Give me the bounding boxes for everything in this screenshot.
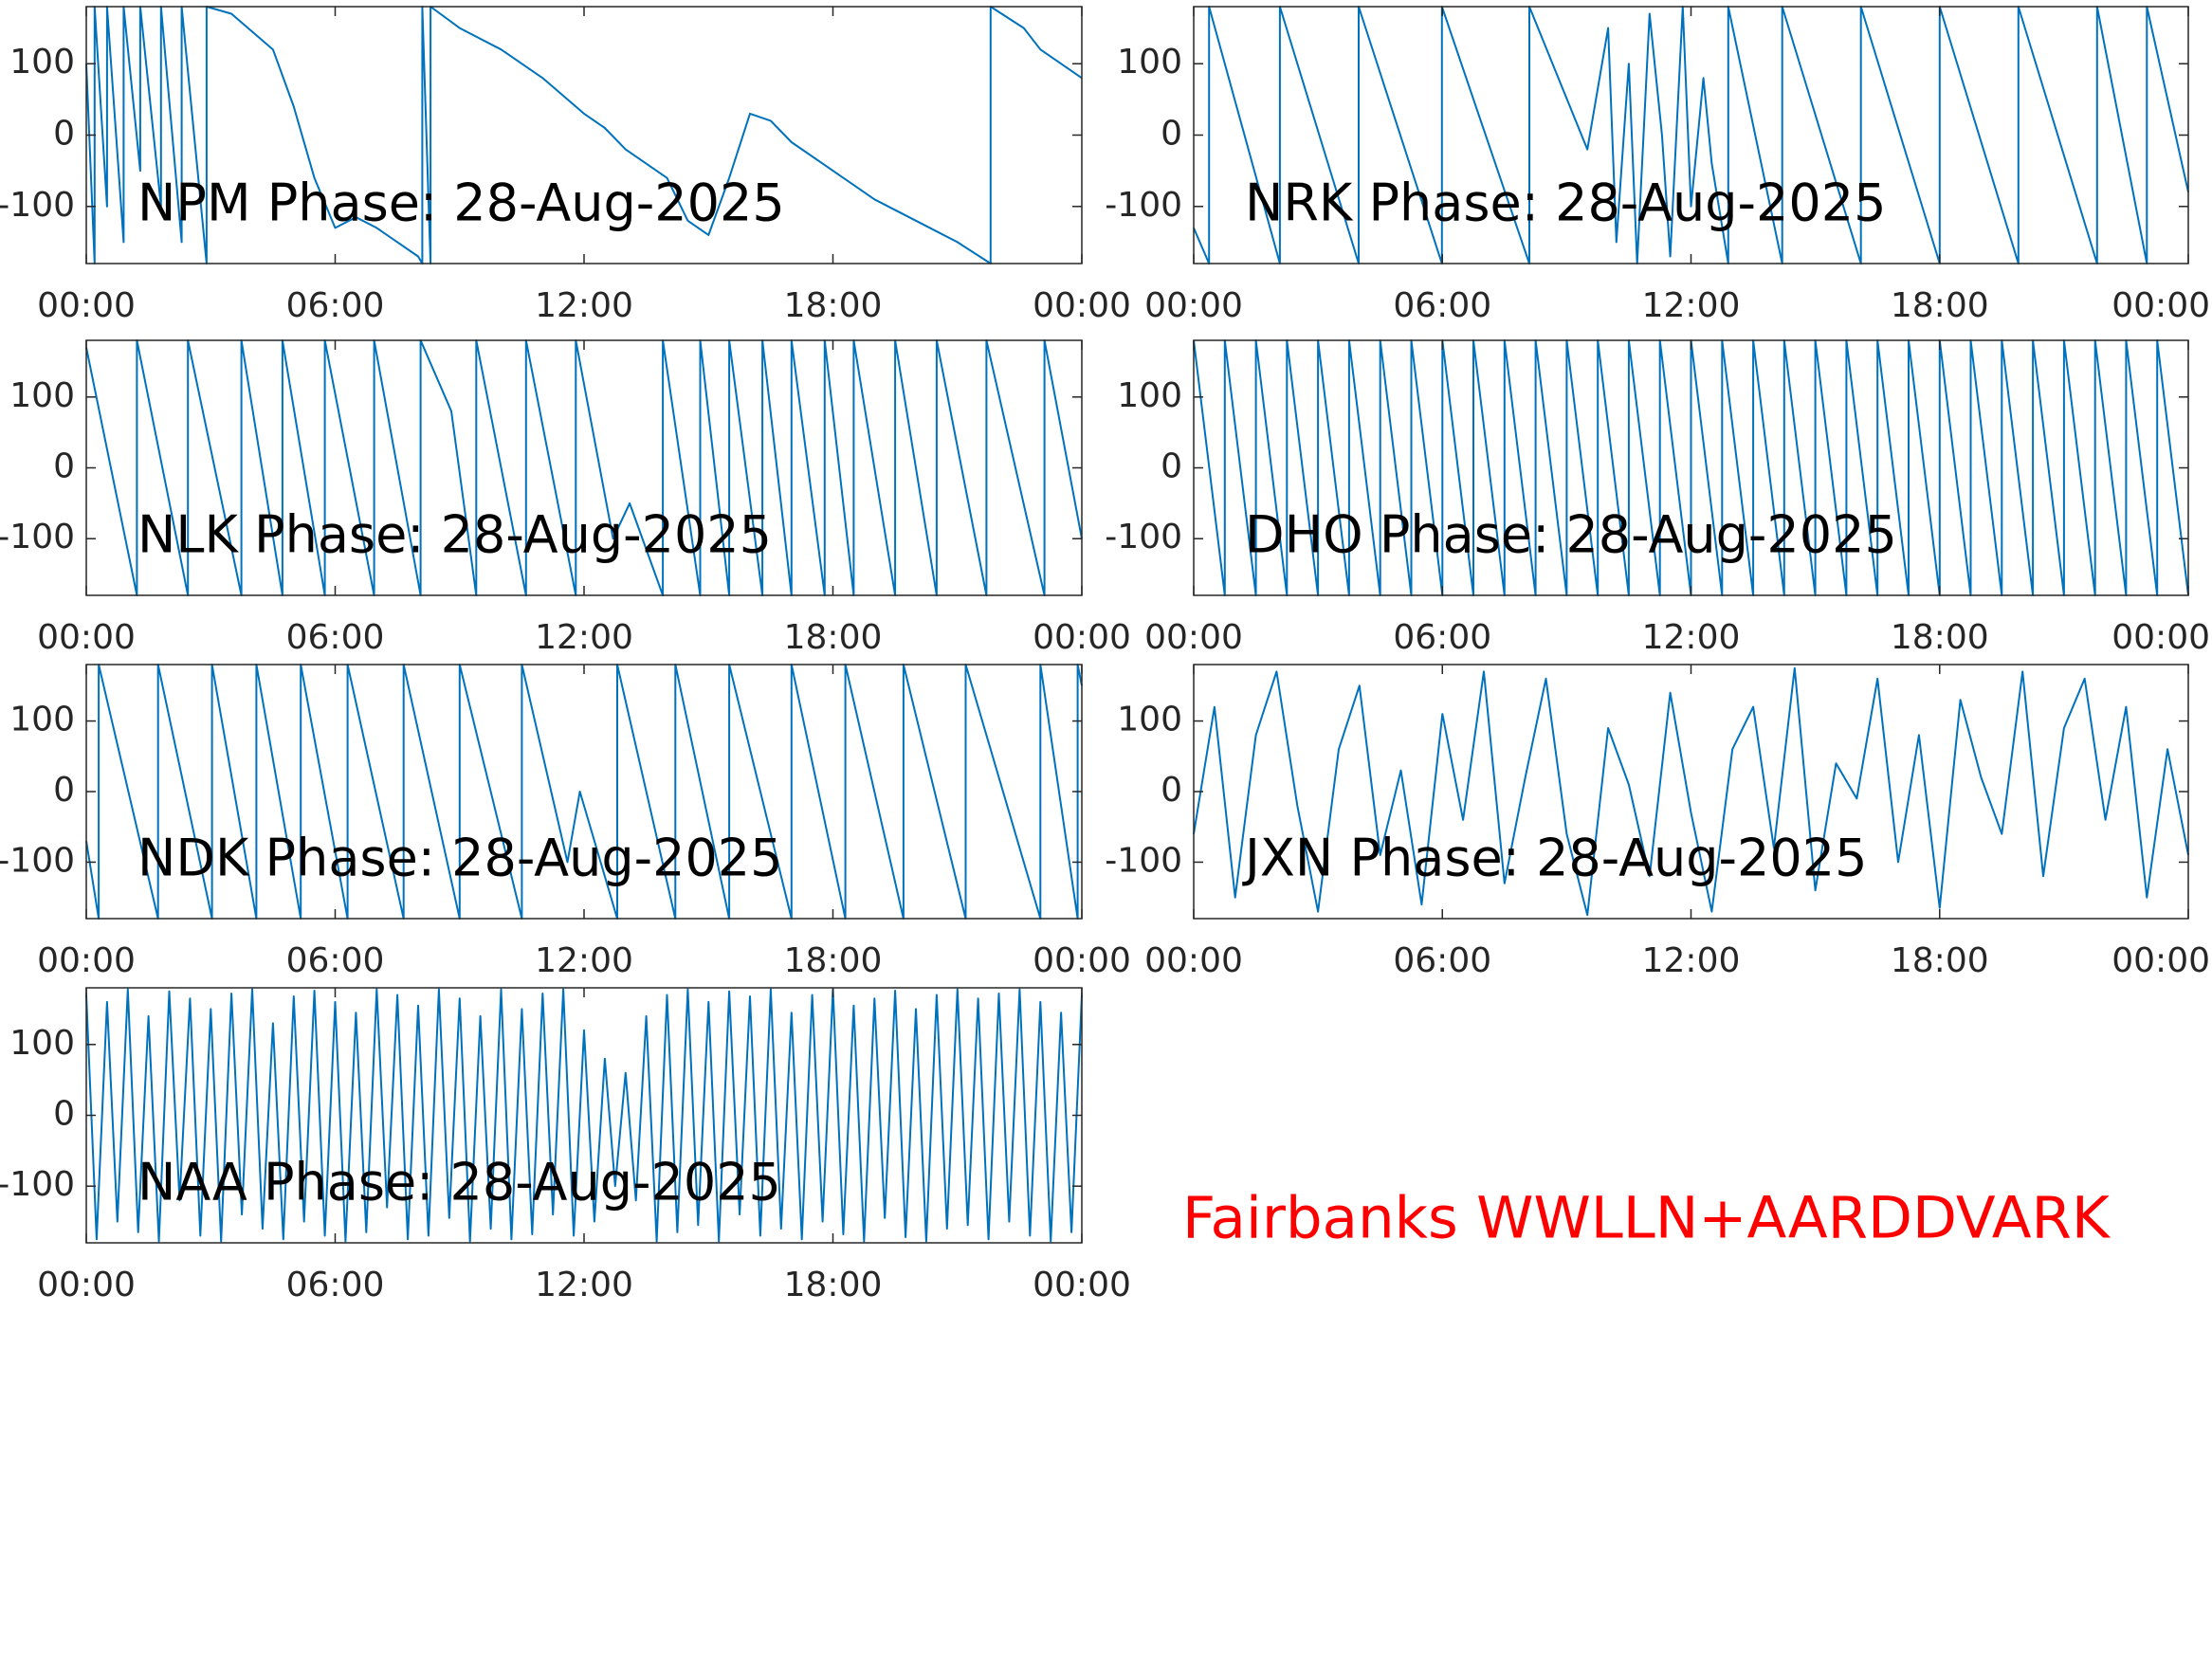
x-tick-label: 00:00 (1033, 941, 1131, 980)
panel-title: DHO Phase: 28-Aug-2025 (1245, 505, 1897, 565)
y-tick-label: 100 (1117, 701, 1182, 739)
phase-line (85, 6, 1083, 264)
y-tick-label: 0 (53, 115, 75, 154)
x-tick-label: 00:00 (2111, 941, 2210, 980)
x-tick-label: 00:00 (37, 618, 136, 657)
phase-line (85, 988, 1083, 1243)
x-tick-label: 06:00 (286, 941, 385, 980)
y-tick-label: 0 (1161, 447, 1182, 486)
x-tick-label: 00:00 (2111, 286, 2210, 325)
x-tick-label: 12:00 (1642, 618, 1741, 657)
x-tick-label: 00:00 (1033, 618, 1131, 657)
y-tick-label: -100 (1105, 518, 1182, 556)
y-tick-label: -100 (1105, 186, 1182, 225)
y-tick-label: -100 (1105, 841, 1182, 880)
x-tick-label: 00:00 (1144, 941, 1243, 980)
phase-line (85, 339, 1083, 596)
x-tick-label: 06:00 (286, 286, 385, 325)
phase-line (1193, 6, 2189, 264)
y-tick-label: 0 (53, 1095, 75, 1134)
panel-title: NLK Phase: 28-Aug-2025 (137, 505, 772, 565)
phase-line (85, 664, 1083, 920)
y-tick-label: 100 (9, 376, 75, 415)
y-tick-label: 0 (53, 771, 75, 810)
x-tick-label: 18:00 (784, 618, 883, 657)
y-tick-label: -100 (0, 186, 75, 225)
x-tick-label: 18:00 (1891, 941, 1989, 980)
x-tick-label: 06:00 (1393, 286, 1491, 325)
y-tick-label: 100 (9, 1024, 75, 1063)
x-tick-label: 00:00 (2111, 618, 2210, 657)
phase-line (1193, 339, 2189, 596)
panel-title: NPM Phase: 28-Aug-2025 (137, 173, 785, 233)
x-tick-label: 00:00 (1144, 286, 1243, 325)
x-tick-label: 12:00 (535, 941, 633, 980)
x-tick-label: 18:00 (1891, 286, 1989, 325)
x-tick-label: 18:00 (1891, 618, 1989, 657)
y-tick-label: 100 (9, 701, 75, 739)
y-tick-label: 100 (9, 43, 75, 82)
y-tick-label: 0 (53, 447, 75, 486)
phase-line (1193, 666, 2189, 917)
y-tick-label: 0 (1161, 771, 1182, 810)
y-tick-label: -100 (0, 1165, 75, 1204)
panel-title: NDK Phase: 28-Aug-2025 (137, 829, 783, 888)
panel-title: NAA Phase: 28-Aug-2025 (137, 1153, 781, 1212)
x-tick-label: 06:00 (1393, 941, 1491, 980)
x-tick-label: 12:00 (1642, 286, 1741, 325)
panel-title: JXN Phase: 28-Aug-2025 (1242, 829, 1867, 888)
x-tick-label: 12:00 (535, 1266, 633, 1304)
panel-title: NRK Phase: 28-Aug-2025 (1245, 173, 1886, 233)
annotation: Fairbanks WWLLN+AARDDVARK (1182, 1185, 2111, 1252)
x-tick-label: 06:00 (286, 618, 385, 657)
y-tick-label: -100 (0, 518, 75, 556)
x-tick-label: 18:00 (784, 286, 883, 325)
y-tick-label: 0 (1161, 115, 1182, 154)
x-tick-label: 12:00 (535, 286, 633, 325)
x-tick-label: 00:00 (37, 1266, 136, 1304)
x-tick-label: 12:00 (1642, 941, 1741, 980)
x-tick-label: 00:00 (1033, 286, 1131, 325)
x-tick-label: 12:00 (535, 618, 633, 657)
x-tick-label: 18:00 (784, 1266, 883, 1304)
x-tick-label: 06:00 (1393, 618, 1491, 657)
x-tick-label: 18:00 (784, 941, 883, 980)
y-tick-label: 100 (1117, 376, 1182, 415)
x-tick-label: 00:00 (37, 941, 136, 980)
y-tick-label: 100 (1117, 43, 1182, 82)
y-tick-label: -100 (0, 841, 75, 880)
x-tick-label: 06:00 (286, 1266, 385, 1304)
x-tick-label: 00:00 (1144, 618, 1243, 657)
x-tick-label: 00:00 (37, 286, 136, 325)
x-tick-label: 00:00 (1033, 1266, 1131, 1304)
